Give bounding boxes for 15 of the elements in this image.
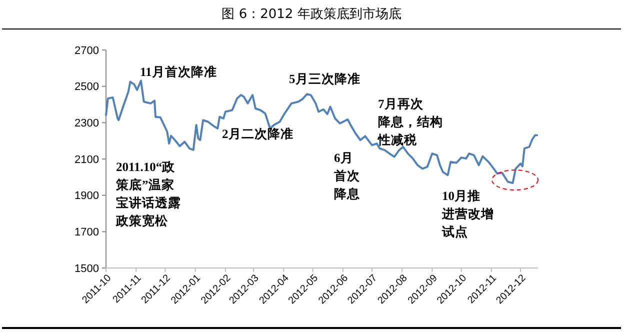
annotation: 2011.10“政策底”温家宝讲话透露政策宽松	[115, 160, 181, 228]
y-tick-label: 1500	[74, 262, 99, 275]
y-tick-label: 2100	[74, 154, 99, 166]
y-tick-label: 1700	[74, 226, 99, 239]
annotation: 10月推进营改增试点	[441, 189, 494, 239]
y-tick-label: 1900	[74, 190, 99, 202]
annotation: 5月三次降准	[289, 71, 360, 86]
annotation: 11月首次降准	[140, 64, 217, 79]
annotation: 2月二次降准	[222, 126, 294, 141]
y-tick-label: 2700	[74, 44, 99, 57]
annotation: 6月首次降息	[333, 151, 361, 201]
y-tick-label: 2500	[74, 81, 99, 94]
chart-title: 图 6：2012 年政策底到市场底	[222, 7, 402, 22]
y-tick-label: 2300	[74, 118, 99, 130]
annotation: 7月再次降息，结构性减税	[377, 97, 443, 147]
